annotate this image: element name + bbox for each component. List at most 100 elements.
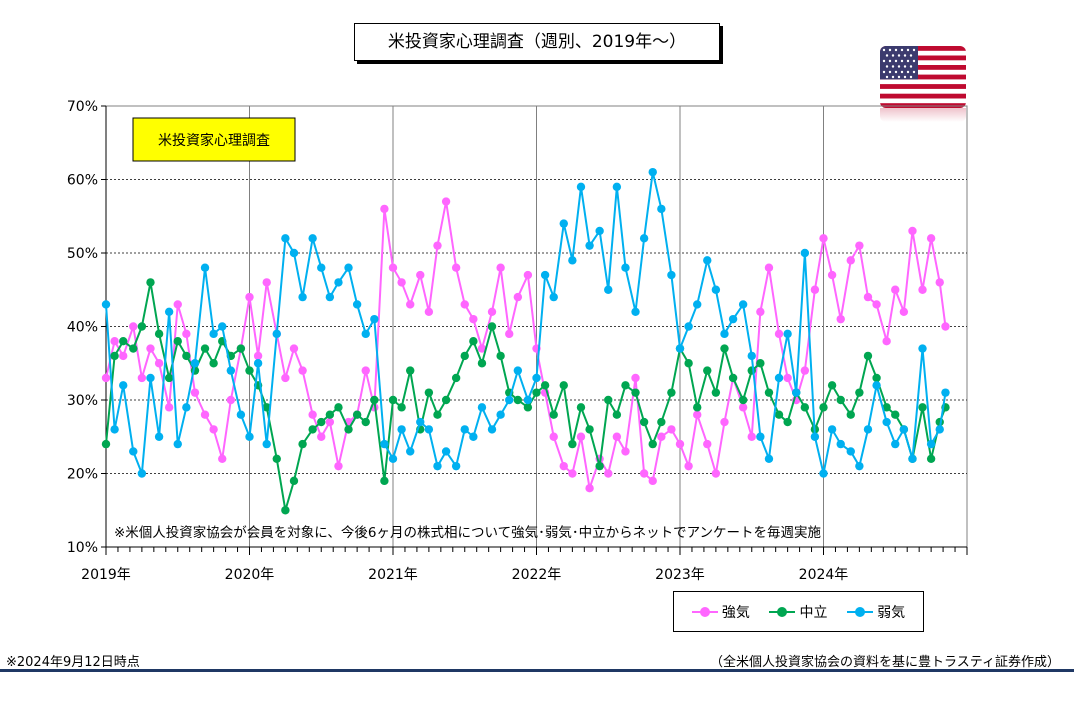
data-point-neutral — [684, 359, 693, 368]
data-point-bullish — [308, 410, 317, 419]
data-point-bearish — [154, 432, 164, 441]
data-point-neutral — [513, 395, 523, 405]
data-point-neutral — [747, 366, 756, 375]
data-point-neutral — [657, 417, 666, 427]
data-point-neutral — [846, 410, 855, 419]
data-point-bullish — [397, 278, 406, 287]
data-point-bullish — [568, 469, 577, 478]
data-point-bullish — [863, 292, 873, 302]
data-point-bearish — [397, 425, 406, 434]
data-point-neutral — [200, 344, 210, 353]
data-point-neutral — [549, 410, 558, 419]
legend-item-bullish: 強気 — [691, 602, 750, 622]
data-point-bullish — [891, 285, 900, 294]
data-point-neutral — [245, 366, 254, 375]
data-point-bearish — [667, 270, 676, 280]
data-point-bearish — [352, 300, 362, 309]
data-point-bearish — [272, 329, 281, 339]
legend-label-bearish: 弱気 — [877, 604, 906, 621]
data-point-neutral — [308, 425, 317, 434]
data-point-bearish — [549, 292, 558, 302]
data-point-bullish — [908, 226, 917, 236]
data-point-neutral — [281, 506, 290, 515]
data-point-bullish — [101, 373, 111, 383]
data-point-bearish — [585, 241, 594, 250]
data-point-bearish — [119, 381, 128, 390]
data-point-bearish — [800, 248, 810, 258]
data-point-bearish — [236, 410, 246, 419]
data-point-bearish — [182, 403, 191, 412]
data-point-neutral — [325, 410, 335, 419]
data-point-neutral — [926, 454, 936, 463]
data-point-neutral — [728, 373, 738, 383]
data-point-bearish — [451, 461, 461, 471]
data-point-bullish — [899, 307, 909, 316]
data-point-bearish — [836, 439, 845, 449]
data-point-bearish — [164, 307, 174, 316]
data-point-neutral — [154, 329, 164, 339]
data-point-bullish — [576, 432, 586, 441]
data-point-bearish — [756, 432, 765, 441]
data-point-neutral — [774, 410, 784, 419]
x-tick-label: 2022年 — [512, 567, 562, 583]
y-tick-label: 70% — [67, 99, 98, 115]
data-point-neutral — [783, 417, 792, 427]
data-point-bullish — [941, 322, 950, 331]
data-point-neutral — [146, 278, 155, 287]
data-point-bearish — [416, 417, 425, 427]
data-point-bearish — [576, 182, 586, 192]
data-point-bullish — [935, 278, 944, 287]
data-point-bearish — [747, 351, 756, 361]
data-point-neutral — [631, 388, 640, 397]
x-tick-label: 2023年 — [655, 567, 705, 583]
data-point-bullish — [451, 263, 461, 272]
legend-label-bullish: 強気 — [721, 604, 750, 621]
data-point-bearish — [728, 314, 738, 324]
data-point-bearish — [612, 182, 622, 192]
data-point-bullish — [604, 469, 613, 478]
series-line-bullish — [105, 201, 947, 489]
data-point-neutral — [738, 395, 748, 405]
data-point-bearish — [137, 469, 147, 478]
data-point-bearish — [460, 425, 469, 434]
data-point-bearish — [863, 425, 873, 434]
data-point-bullish — [783, 373, 792, 383]
data-point-neutral — [469, 337, 478, 346]
data-point-neutral — [918, 403, 927, 412]
data-point-bullish — [657, 432, 666, 441]
data-point-bearish — [298, 292, 307, 302]
data-point-bullish — [621, 447, 630, 456]
data-point-neutral — [585, 425, 594, 434]
as-of-date: ※2024年9月12日時点 — [6, 655, 140, 670]
data-point-bearish — [441, 447, 451, 456]
data-point-bearish — [738, 300, 748, 309]
data-point-bullish — [298, 366, 307, 375]
data-point-neutral — [559, 381, 568, 390]
data-point-bearish — [882, 417, 891, 427]
data-point-bullish — [380, 204, 389, 214]
data-point-neutral — [800, 403, 810, 412]
y-tick-label: 30% — [67, 393, 98, 409]
data-point-bearish — [209, 329, 218, 339]
data-point-bullish — [416, 270, 425, 280]
data-point-bearish — [262, 439, 271, 449]
data-point-bullish — [388, 263, 398, 272]
data-point-neutral — [872, 373, 881, 383]
data-point-neutral — [173, 337, 182, 346]
data-point-bullish — [146, 344, 155, 353]
data-point-bullish — [667, 425, 676, 434]
data-point-bullish — [747, 432, 756, 441]
data-point-bearish — [361, 329, 370, 339]
data-point-bullish — [477, 344, 487, 353]
data-point-neutral — [693, 403, 702, 412]
data-point-neutral — [110, 351, 119, 361]
data-point-bullish — [810, 285, 820, 294]
data-point-bullish — [703, 439, 712, 449]
data-point-neutral — [648, 439, 657, 449]
data-point-bullish — [675, 439, 685, 449]
data-point-bearish — [380, 439, 389, 449]
data-point-neutral — [764, 388, 774, 397]
data-point-bullish — [764, 263, 774, 272]
data-point-neutral — [164, 373, 174, 383]
data-point-neutral — [891, 410, 900, 419]
